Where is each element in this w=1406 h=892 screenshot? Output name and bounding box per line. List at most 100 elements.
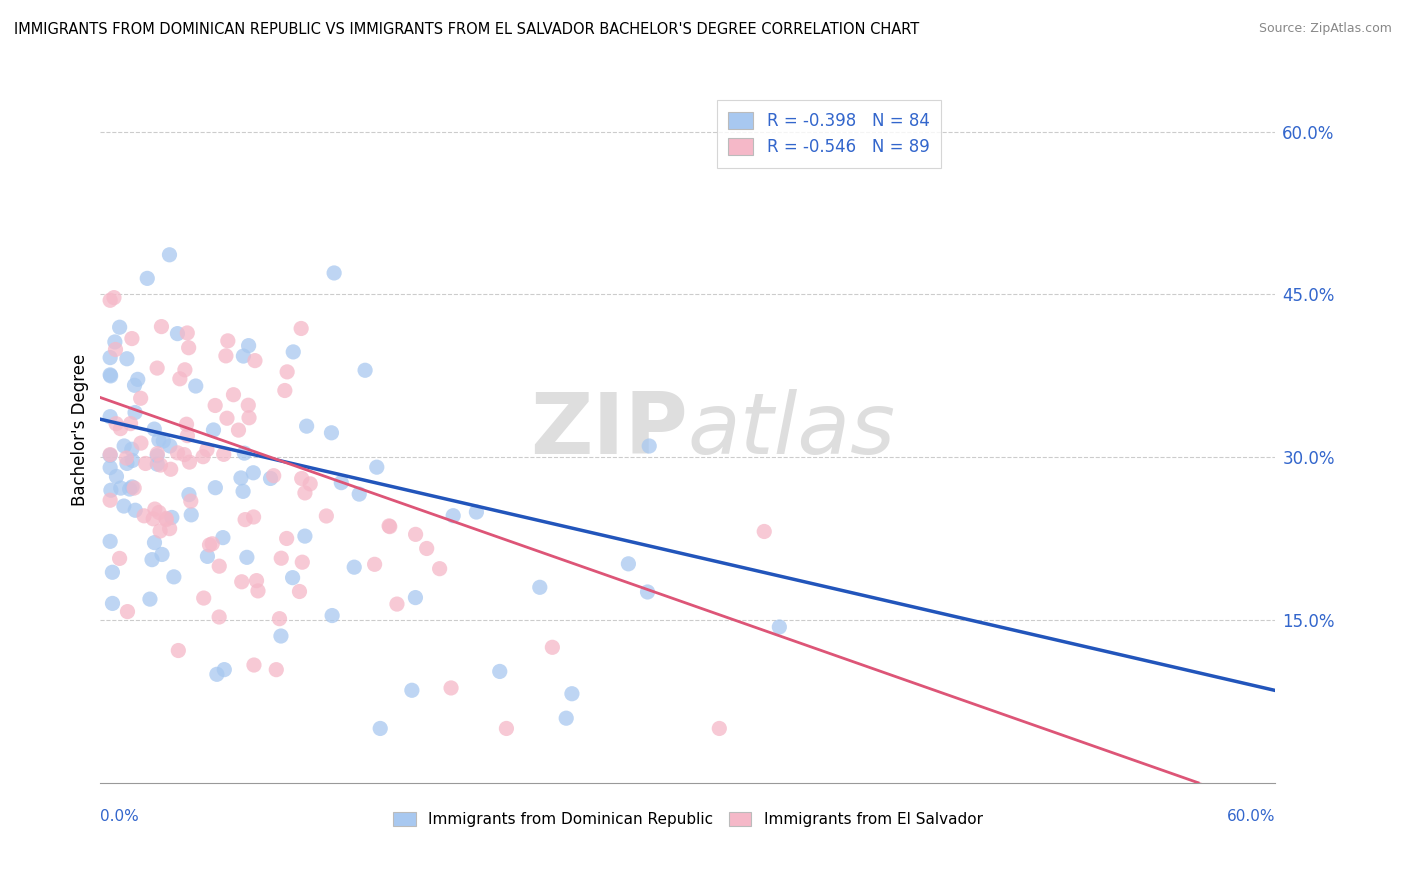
Point [115,451,138,466]
Text: atlas: atlas [688,389,896,472]
Point [208,559,231,574]
Point [124,503,146,517]
Point [127,372,149,386]
Point [132,508,155,523]
Point [495,722,517,736]
Point [385,597,408,611]
Point [101,596,124,610]
Point [180,508,202,522]
Point [139,592,162,607]
Point [118,482,141,496]
Point [148,506,170,520]
Point [121,453,143,467]
Point [276,365,298,379]
Point [245,574,267,588]
Point [242,466,264,480]
Point [323,266,346,280]
Point [100,483,122,498]
Point [238,338,260,352]
Point [115,457,138,471]
Point [441,508,464,523]
Point [401,683,423,698]
Point [637,585,659,599]
Point [215,349,238,363]
Legend: R = -0.398   N = 84, R = -0.546   N = 89: R = -0.398 N = 84, R = -0.546 N = 89 [717,100,941,168]
Point [176,428,198,442]
Point [152,434,174,448]
Point [202,423,225,437]
Point [108,551,131,566]
Point [205,667,228,681]
Point [347,487,370,501]
Point [155,511,177,525]
Point [129,391,152,405]
Point [212,447,235,461]
Point [236,550,259,565]
Point [160,510,183,524]
Point [98,448,121,462]
Point [104,343,127,357]
Point [98,493,121,508]
Point [101,566,124,580]
Point [98,293,121,308]
Point [754,524,776,539]
Point [465,505,488,519]
Point [146,447,169,461]
Point [180,494,202,508]
Point [149,524,172,538]
Point [269,612,291,626]
Point [291,555,314,569]
Point [429,562,451,576]
Point [198,538,221,552]
Point [343,560,366,574]
Point [195,442,218,457]
Point [98,368,121,382]
Point [264,663,287,677]
Point [238,398,260,412]
Point [295,419,318,434]
Point [555,711,578,725]
Point [212,531,235,545]
Point [146,457,169,471]
Point [166,326,188,341]
Point [104,334,127,349]
Y-axis label: Bachelor's Degree: Bachelor's Degree [72,354,89,506]
Point [155,513,177,527]
Point [100,368,122,383]
Point [378,519,401,533]
Point [561,687,583,701]
Point [98,534,121,549]
Point [259,471,281,485]
Text: ZIP: ZIP [530,389,688,472]
Point [150,319,173,334]
Point [141,552,163,566]
Point [404,591,426,605]
Point [142,512,165,526]
Point [222,388,245,402]
Point [617,557,640,571]
Point [232,484,254,499]
Point [146,449,169,463]
Point [129,436,152,450]
Point [121,442,143,457]
Text: Source: ZipAtlas.com: Source: ZipAtlas.com [1258,22,1392,36]
Point [294,486,316,500]
Point [541,640,564,655]
Point [146,361,169,376]
Text: IMMIGRANTS FROM DOMINICAN REPUBLIC VS IMMIGRANTS FROM EL SALVADOR BACHELOR'S DEG: IMMIGRANTS FROM DOMINICAN REPUBLIC VS IM… [14,22,920,37]
Point [136,271,159,285]
Point [405,527,427,541]
Point [378,519,401,533]
Point [184,379,207,393]
Point [150,548,173,562]
Point [488,665,510,679]
Text: 0.0%: 0.0% [100,810,139,824]
Point [315,508,337,523]
Point [124,378,146,392]
Point [291,471,314,485]
Point [103,291,125,305]
Point [299,476,322,491]
Point [166,446,188,460]
Point [173,448,195,462]
Point [246,583,269,598]
